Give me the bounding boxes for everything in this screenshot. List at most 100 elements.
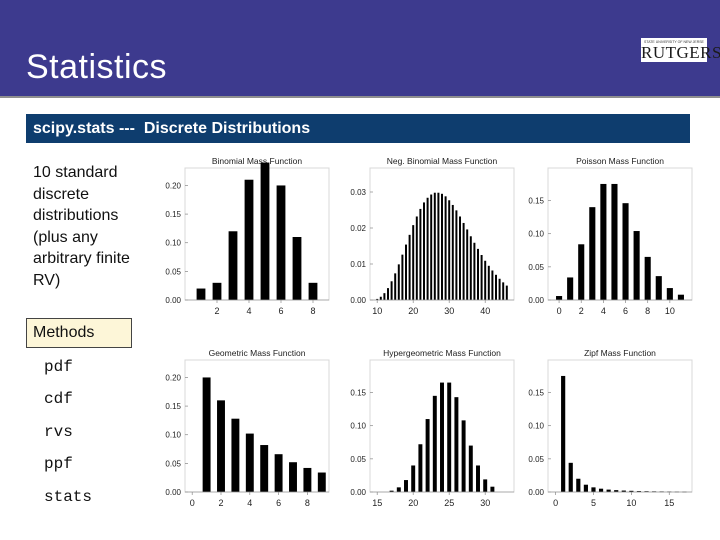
- bar: [461, 420, 466, 492]
- method-pdf: pdf: [44, 358, 73, 376]
- y-tick-label: 0.10: [165, 431, 181, 440]
- y-tick-label: 0.10: [528, 422, 544, 431]
- y-tick-label: 0.01: [350, 260, 366, 269]
- bar: [644, 256, 651, 300]
- y-tick-label: 0.15: [165, 210, 181, 219]
- bar: [387, 288, 389, 300]
- bar: [606, 489, 611, 492]
- bar: [591, 487, 596, 492]
- bar: [425, 419, 430, 492]
- bar: [629, 490, 634, 492]
- x-tick-label: 10: [372, 306, 382, 316]
- chart-title: Neg. Binomial Mass Function: [387, 156, 498, 166]
- neg-binomial-plot: Neg. Binomial Mass Function 0.00 0.01 0.02 0…: [340, 150, 520, 325]
- bar: [491, 270, 494, 300]
- bar: [404, 480, 408, 492]
- y-tick-label: 0.10: [350, 422, 366, 431]
- bar: [419, 208, 422, 300]
- bar: [397, 264, 400, 300]
- y-tick-label: 0.05: [350, 455, 366, 464]
- bar: [418, 444, 423, 492]
- bar: [196, 288, 206, 300]
- bar: [260, 162, 270, 300]
- bar: [502, 282, 505, 300]
- bar: [583, 484, 588, 492]
- x-tick-label: 0: [557, 306, 562, 316]
- bar: [576, 478, 581, 492]
- x-tick-label: 0: [553, 498, 558, 508]
- chart-svg: Geometric Mass Function 0.00 0.05 0.10 0.15 0…: [165, 348, 330, 508]
- bar: [477, 248, 479, 300]
- chart-svg: Binomial Mass Function 0.00 0.05 0.10 0.15 0.…: [165, 156, 330, 316]
- bar: [505, 285, 508, 300]
- bar: [483, 479, 488, 492]
- x-tick-label: 40: [480, 306, 490, 316]
- chart-title: Geometric Mass Function: [209, 348, 306, 358]
- bar: [473, 242, 476, 300]
- y-tick-label: 0.10: [528, 230, 544, 239]
- x-tick-label: 30: [444, 306, 454, 316]
- bar: [459, 216, 461, 300]
- y-tick-label: 0.00: [165, 296, 181, 305]
- bar: [468, 445, 473, 492]
- bar: [405, 244, 407, 300]
- x-tick-label: 6: [278, 306, 283, 316]
- chart-svg: Poisson Mass Function 0.00 0.05 0.10 0.15 0 2 4…: [528, 156, 693, 316]
- bar: [228, 231, 238, 300]
- bar: [383, 293, 386, 300]
- bar: [454, 397, 459, 492]
- y-tick-label: 0.00: [528, 488, 544, 497]
- y-tick-label: 0.00: [165, 488, 181, 497]
- method-rvs: rvs: [44, 423, 73, 441]
- bar: [412, 225, 415, 300]
- bar: [441, 193, 443, 300]
- subtitle-bar: scipy.stats --- Discrete Distributions: [26, 114, 690, 143]
- y-tick-label: 0.00: [528, 296, 544, 305]
- bar: [430, 194, 433, 300]
- x-tick-label: 20: [408, 498, 418, 508]
- bar: [490, 486, 495, 492]
- method-cdf: cdf: [44, 390, 73, 408]
- bar: [677, 294, 684, 300]
- chart-title: Binomial Mass Function: [212, 156, 303, 166]
- header-divider: [0, 96, 720, 98]
- bar: [589, 207, 596, 300]
- chart-title: Poisson Mass Function: [576, 156, 664, 166]
- bar: [437, 192, 440, 300]
- bar: [633, 231, 640, 300]
- x-tick-label: 6: [276, 498, 281, 508]
- slide-title: Statistics: [26, 48, 168, 86]
- y-tick-label: 0.05: [528, 455, 544, 464]
- bar: [276, 185, 286, 300]
- x-tick-label: 15: [372, 498, 382, 508]
- y-tick-label: 0.03: [350, 188, 366, 197]
- x-tick-label: 15: [664, 498, 674, 508]
- y-tick-label: 0.00: [350, 488, 366, 497]
- subtitle: scipy.stats --- Discrete Distributions: [33, 120, 311, 137]
- x-tick-label: 2: [579, 306, 584, 316]
- y-tick-label: 0.05: [165, 267, 181, 276]
- bar: [408, 234, 411, 300]
- methods-label: Methods: [33, 324, 95, 341]
- bar: [455, 210, 458, 300]
- x-tick-label: 4: [601, 306, 606, 316]
- x-tick-label: 8: [310, 306, 315, 316]
- bar: [611, 183, 618, 300]
- bar: [217, 400, 225, 492]
- x-tick-label: 4: [246, 306, 251, 316]
- x-tick-label: 30: [480, 498, 490, 508]
- bar: [466, 229, 469, 300]
- bar: [432, 395, 437, 492]
- chart-title: Zipf Mass Function: [584, 348, 656, 358]
- bar: [568, 462, 573, 492]
- bar: [244, 179, 254, 300]
- bar: [621, 490, 626, 492]
- bar: [317, 472, 326, 492]
- y-tick-label: 0.15: [350, 389, 366, 398]
- y-tick-label: 0.15: [528, 389, 544, 398]
- method-stats: stats: [44, 488, 93, 506]
- y-tick-label: 0.20: [165, 181, 181, 190]
- bar: [444, 196, 447, 300]
- bar: [644, 491, 649, 493]
- bar: [636, 491, 642, 492]
